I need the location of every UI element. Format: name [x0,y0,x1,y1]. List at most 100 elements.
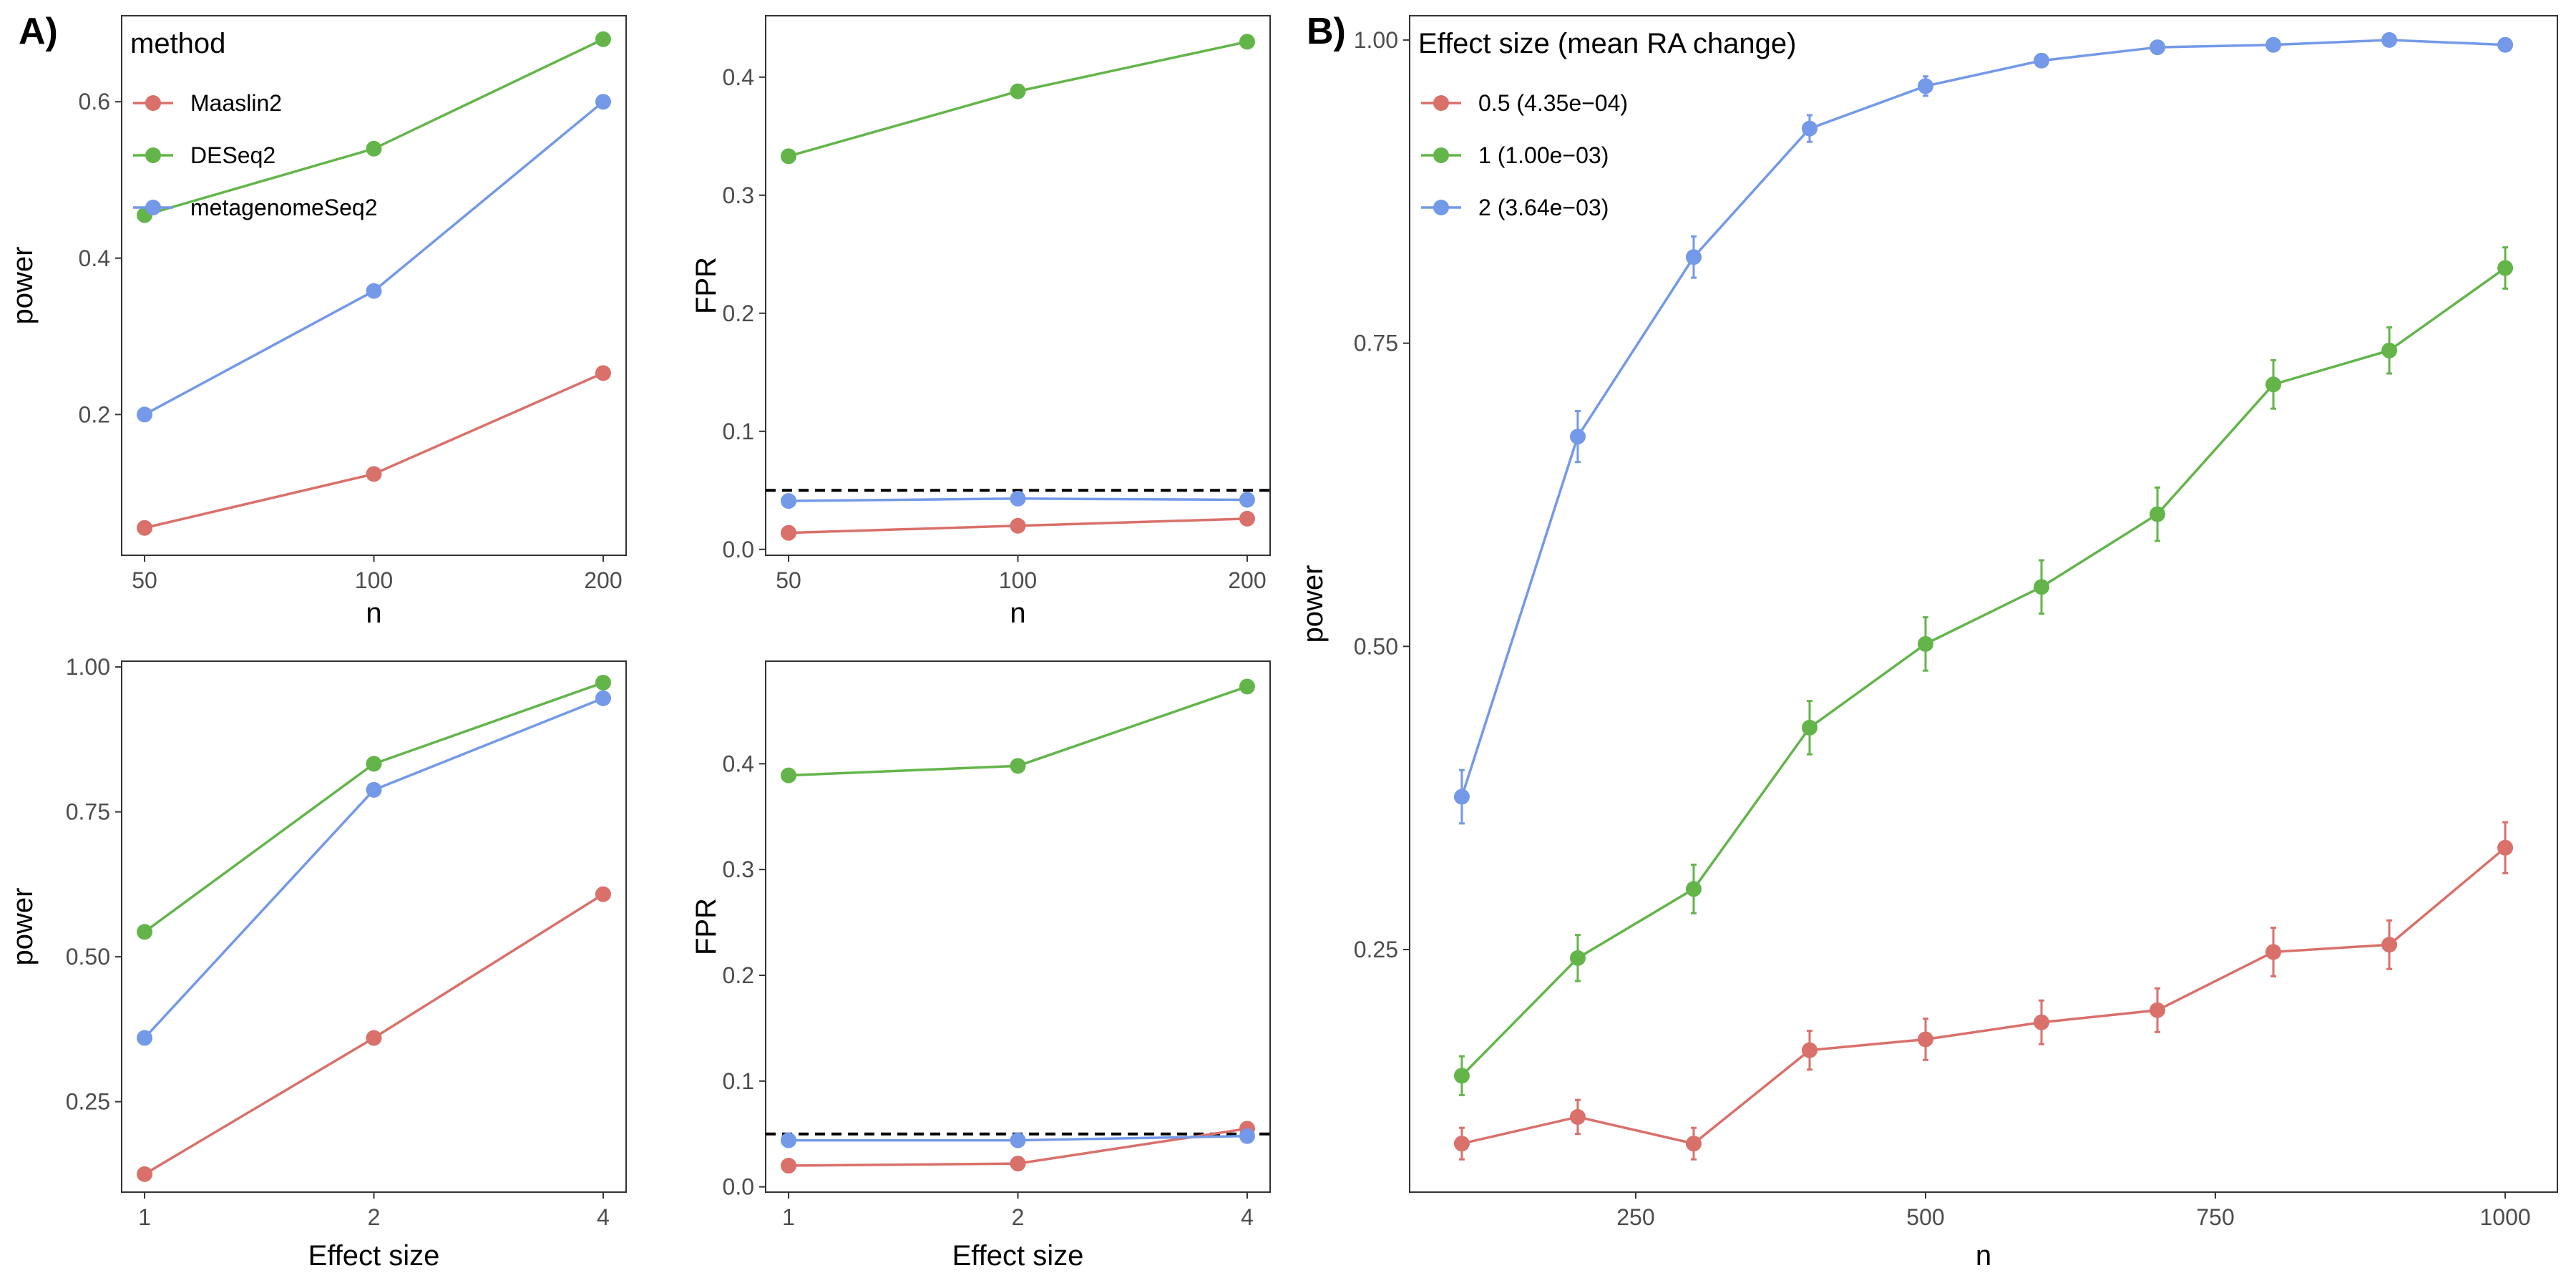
point-1-1-00e-03 [2381,342,2398,358]
y-tick-label: 0.50 [1354,633,1398,659]
y-tick-label: 0.0 [723,1174,754,1200]
point-2-3-64e-03 [2497,36,2514,53]
point-maaslin2 [137,519,153,536]
point-deseq2 [781,148,797,165]
point-0-5-4-35e-04 [2265,944,2282,960]
point-maaslin2 [366,1030,382,1046]
point-deseq2 [781,767,797,784]
y-tick-label: 0.75 [1354,331,1398,356]
point-deseq2 [366,140,382,157]
y-tick-label: 1.00 [66,654,110,680]
point-metagenomeseq2 [137,1030,153,1046]
point-metagenomeseq2 [595,690,611,706]
legend-key-point [145,95,161,111]
y-tick-label: 0.2 [723,301,754,326]
y-tick-label: 0.4 [723,751,754,776]
x-axis-label: Effect size [952,1240,1084,1272]
point-1-1-00e-03 [2034,579,2050,595]
legend-key-point [1433,200,1449,215]
series-line-deseq2 [788,40,1248,158]
point-metagenomeseq2 [1010,490,1026,507]
x-tick-label: 50 [132,567,157,593]
x-tick-label: 50 [776,567,801,593]
series-line-0-5-4-35e-04 [1461,847,2507,1146]
series-line-deseq2 [788,685,1248,777]
series-line-deseq2 [144,681,604,933]
legend-title: Effect size (mean RA change) [1418,28,1796,59]
y-tick-label: 0.3 [723,857,754,882]
point-metagenomeseq2 [595,94,611,110]
x-tick-label: 100 [999,567,1037,593]
point-2-3-64e-03 [2381,31,2398,48]
y-tick-label: 0.3 [723,182,754,208]
x-tick-label: 4 [1241,1204,1254,1230]
panel-border [121,15,627,556]
point-maaslin2 [1239,510,1255,527]
legend-key-point [1433,147,1449,163]
x-tick-label: 2 [1012,1204,1025,1230]
point-deseq2 [595,674,611,691]
point-metagenomeseq2 [1239,1128,1255,1144]
point-metagenomeseq2 [366,781,382,798]
y-axis-label: power [1297,565,1329,643]
series-line-maaslin2 [144,893,604,1176]
legend-label-1-1-00e-03: 1 (1.00e−03) [1478,142,1609,168]
legend-label-metagenomeseq2: metagenomeSeq2 [190,195,378,220]
y-tick-label: 0.25 [1354,937,1398,962]
x-tick-label: 200 [1228,567,1266,593]
point-metagenomeseq2 [366,283,382,299]
series-line-metagenomeseq2 [789,1134,1247,1142]
point-metagenomeseq2 [1239,492,1255,508]
x-axis-label: Effect size [308,1240,440,1272]
series-line-maaslin2 [788,517,1248,535]
point-2-3-64e-03 [1685,249,1702,265]
point-1-1-00e-03 [1801,719,1818,736]
y-tick-label: 0.1 [723,1068,754,1094]
point-maaslin2 [1010,517,1026,534]
series-line-1-1-00e-03 [1460,267,2507,1077]
series-line-2-3-64e-03 [1460,39,2506,798]
x-tick-label: 100 [355,567,393,593]
point-deseq2 [1239,678,1255,695]
point-0-5-4-35e-04 [1569,1108,1586,1125]
point-metagenomeseq2 [1010,1132,1026,1148]
x-tick-label: 750 [2196,1204,2234,1230]
panel-border [1409,15,2558,1193]
legend-label-0-5-4-35e-04: 0.5 (4.35e−04) [1478,90,1628,116]
point-0-5-4-35e-04 [1917,1031,1933,1048]
legend-title: method [130,28,225,59]
series-line-metagenomeseq2 [143,697,604,1039]
y-axis-label: FPR [691,898,722,955]
point-2-3-64e-03 [1569,429,1586,445]
point-metagenomeseq2 [781,493,797,509]
series-line-maaslin2 [789,1127,1248,1167]
panel-border [765,15,1271,556]
panel-label-a: A) [19,11,58,52]
x-tick-label: 250 [1616,1204,1654,1230]
point-0-5-4-35e-04 [1453,1136,1470,1152]
y-tick-label: 0.0 [723,537,754,562]
point-0-5-4-35e-04 [2381,937,2398,953]
point-deseq2 [595,31,611,47]
point-maaslin2 [1239,1121,1255,1137]
y-tick-label: 0.1 [723,419,754,444]
point-2-3-64e-03 [1917,78,1933,94]
point-metagenomeseq2 [137,406,153,423]
y-tick-label: 0.6 [79,89,110,114]
point-maaslin2 [366,466,382,482]
point-deseq2 [1010,758,1026,774]
point-maaslin2 [781,525,797,541]
point-2-3-64e-03 [1453,789,1470,805]
x-tick-label: 1 [138,1204,151,1230]
point-2-3-64e-03 [2265,36,2282,53]
x-tick-label: 500 [1906,1204,1944,1230]
point-maaslin2 [595,365,611,381]
series-line-maaslin2 [144,371,604,530]
point-metagenomeseq2 [781,1132,797,1148]
x-tick-label: 200 [584,567,622,593]
point-maaslin2 [781,1158,797,1174]
